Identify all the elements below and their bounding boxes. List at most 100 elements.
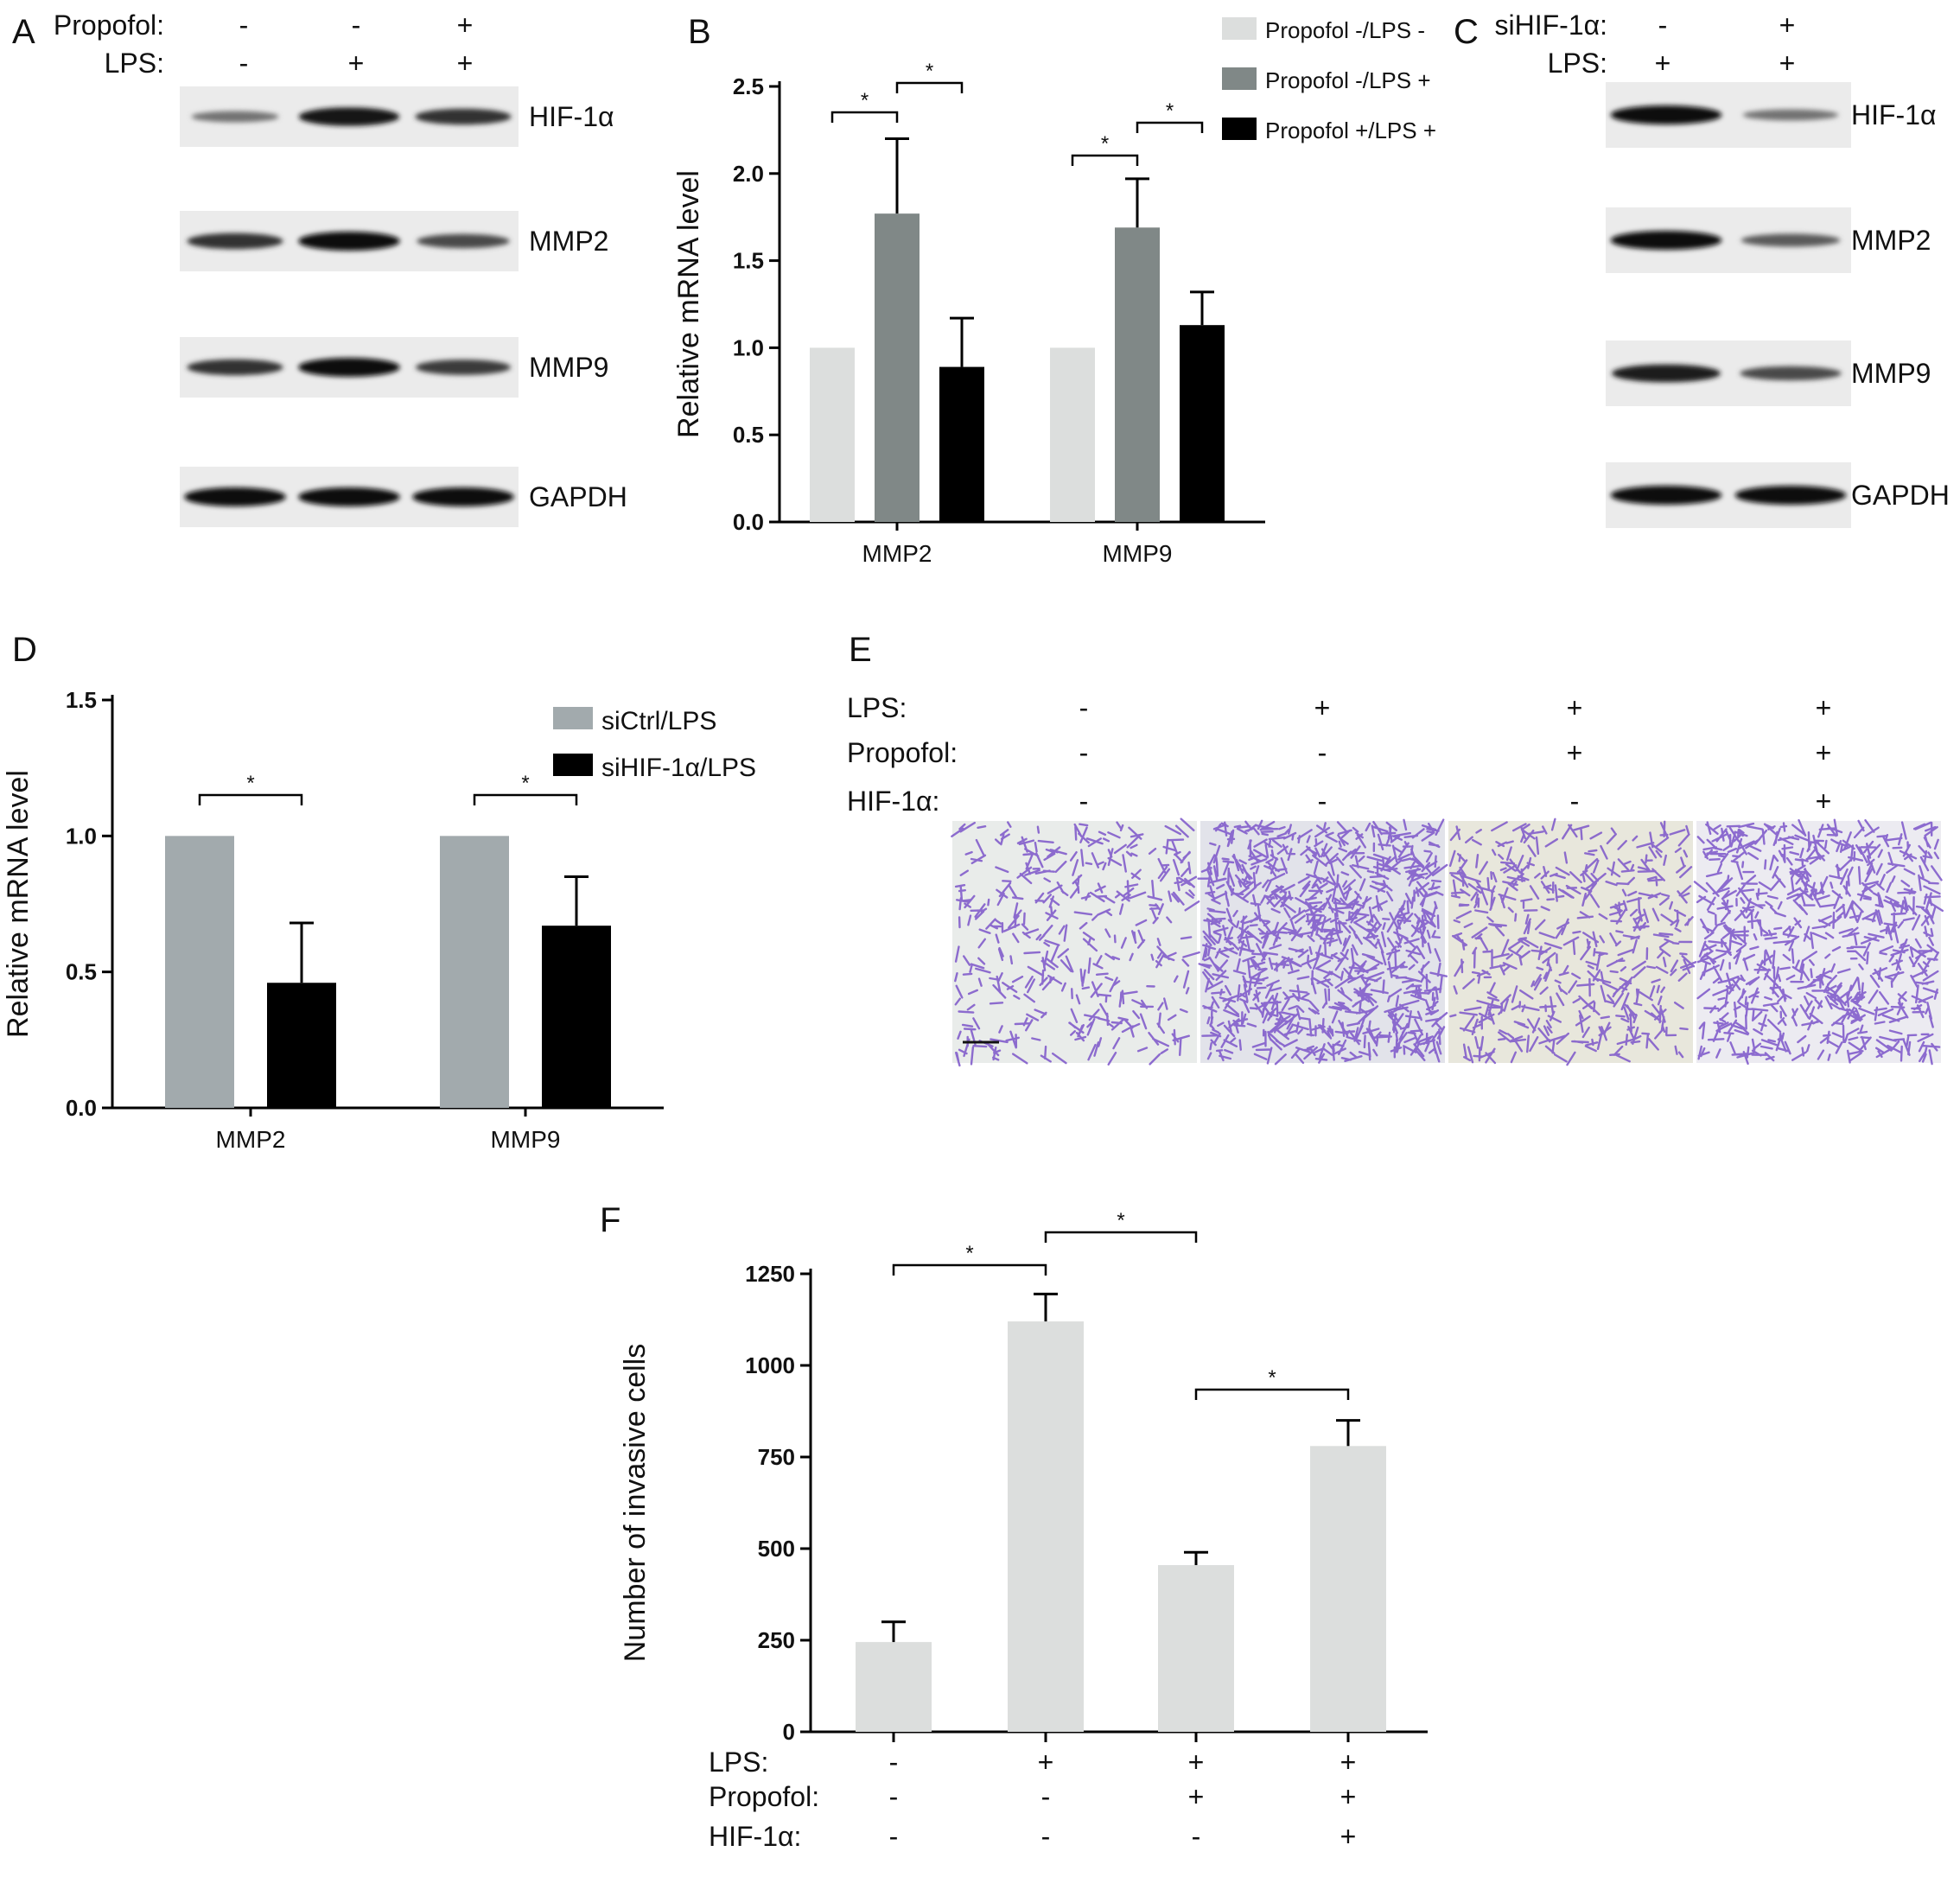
y-tick-label: 1.0 (733, 334, 764, 360)
blot-band (298, 107, 400, 126)
condition-sign: + (1188, 1781, 1205, 1812)
blot-band (415, 359, 512, 375)
y-tick-label: 1.5 (733, 248, 764, 274)
legend-swatch (1222, 118, 1257, 140)
blot-band (187, 232, 283, 250)
significance-star: * (1166, 99, 1174, 123)
condition-sign: + (1655, 48, 1671, 79)
bar (542, 926, 611, 1108)
bar (1115, 227, 1160, 522)
y-tick-label: 250 (758, 1627, 795, 1653)
condition-label: HIF-1α: (847, 786, 939, 817)
significance-bracket (895, 81, 964, 93)
condition-label: Propofol: (709, 1781, 819, 1812)
panel-letter-f: F (600, 1201, 620, 1239)
invasion-micrograph (1448, 818, 1697, 1066)
condition-sign: + (1779, 48, 1796, 79)
legend-label: siHIF-1α/LPS (601, 754, 756, 782)
panel-letter-c: C (1454, 13, 1479, 51)
chart-d: 0.0 0.5 1.0 1.5 Relative mRNA level MMP2 MMP9 *… (2, 687, 756, 1153)
stained-cells (1448, 818, 1697, 1066)
blot-label: MMP9 (1851, 358, 1931, 389)
bar (440, 836, 509, 1108)
legend-swatch (553, 707, 593, 729)
bar (267, 983, 336, 1108)
condition-sign: - (1079, 692, 1089, 723)
significance-bracket (830, 111, 899, 123)
condition-sign: + (1038, 1747, 1054, 1778)
panel-e-micrographs (951, 818, 1944, 1067)
bar (1050, 347, 1095, 522)
condition-sign: + (1188, 1747, 1205, 1778)
condition-sign: + (1340, 1821, 1357, 1852)
condition-sign: + (348, 48, 365, 79)
panel-c-conditions: siHIF-1α: - + LPS: + + (1495, 10, 1796, 79)
significance-star: * (926, 60, 933, 83)
blot-band (298, 358, 400, 377)
y-tick-label: 500 (758, 1536, 795, 1562)
significance-bracket (198, 793, 303, 805)
condition-sign: - (1079, 786, 1089, 817)
chart-b: 0.0 0.5 1.0 1.5 2.0 2.5 Relative mRNA level MMP… (672, 17, 1436, 567)
y-tick-label: 0.5 (66, 959, 97, 985)
condition-sign: + (457, 48, 474, 79)
stained-cells (951, 818, 1200, 1067)
blot-band (1610, 231, 1722, 250)
blot-band (412, 487, 514, 506)
panel-a-western-blots: HIF-1α MMP2 MMP9 GAPDH (180, 86, 627, 527)
legend-label: siCtrl/LPS (601, 707, 716, 735)
x-category-label: MMP9 (491, 1126, 561, 1153)
bar (810, 347, 855, 522)
significance-star: * (521, 772, 529, 795)
y-axis-title: Number of invasive cells (619, 1344, 652, 1662)
blot-band (187, 359, 283, 376)
blot-label: MMP2 (529, 226, 608, 257)
condition-sign: + (457, 10, 474, 41)
blot-band (1612, 364, 1721, 383)
blot-band (417, 233, 510, 249)
significance-star: * (1101, 132, 1109, 156)
stained-cells (1197, 818, 1448, 1066)
panel-e: E LPS: - + + + Propofol: - - + + HIF-1α: - - - + (847, 631, 1944, 1067)
chart-f: 0 250 500 750 1000 1250 Number of invasive cel… (619, 1209, 1428, 1852)
bar (165, 836, 234, 1108)
significance-bracket (892, 1263, 1047, 1276)
blot-band (184, 487, 286, 506)
legend-swatch (553, 754, 593, 776)
condition-label: Propofol: (847, 737, 958, 768)
legend-label: Propofol -/LPS + (1265, 67, 1431, 93)
condition-label: LPS: (847, 692, 907, 723)
condition-sign: + (1314, 692, 1331, 723)
y-tick-label: 2.0 (733, 161, 764, 187)
condition-sign: - (1318, 786, 1327, 817)
panel-c-western-blots: HIF-1α MMP2 MMP9 GAPDH (1606, 82, 1950, 528)
bar (1158, 1565, 1234, 1732)
blot-band (415, 108, 512, 125)
y-tick-label: 1.5 (66, 687, 97, 713)
condition-sign: - (1079, 737, 1089, 768)
x-category-label: MMP2 (862, 540, 932, 567)
bar (875, 213, 920, 522)
blot-label: GAPDH (529, 481, 627, 512)
condition-sign: - (889, 1747, 899, 1778)
y-tick-label: 0.0 (66, 1095, 97, 1121)
condition-label: LPS: (709, 1747, 768, 1778)
blot-band (1610, 486, 1722, 505)
stained-cells (1693, 818, 1944, 1066)
panel-a: A Propofol: - - + LPS: - + + HIF-1α MMP2 MMP9 GAPD… (12, 10, 627, 527)
y-tick-label: 0.5 (733, 422, 764, 448)
condition-sign: - (1041, 1781, 1051, 1812)
condition-sign: + (1340, 1747, 1357, 1778)
bar (856, 1642, 932, 1732)
blot-label: MMP9 (529, 352, 608, 383)
condition-sign: - (1658, 10, 1668, 41)
bar (939, 366, 984, 522)
condition-sign: - (889, 1781, 899, 1812)
significance-bracket (1044, 1231, 1198, 1243)
y-tick-label: 1250 (745, 1261, 795, 1287)
y-tick-label: 0.0 (733, 509, 764, 535)
blot-band (1610, 105, 1722, 124)
y-axis-title: Relative mRNA level (2, 770, 35, 1038)
significance-bracket (473, 793, 578, 805)
